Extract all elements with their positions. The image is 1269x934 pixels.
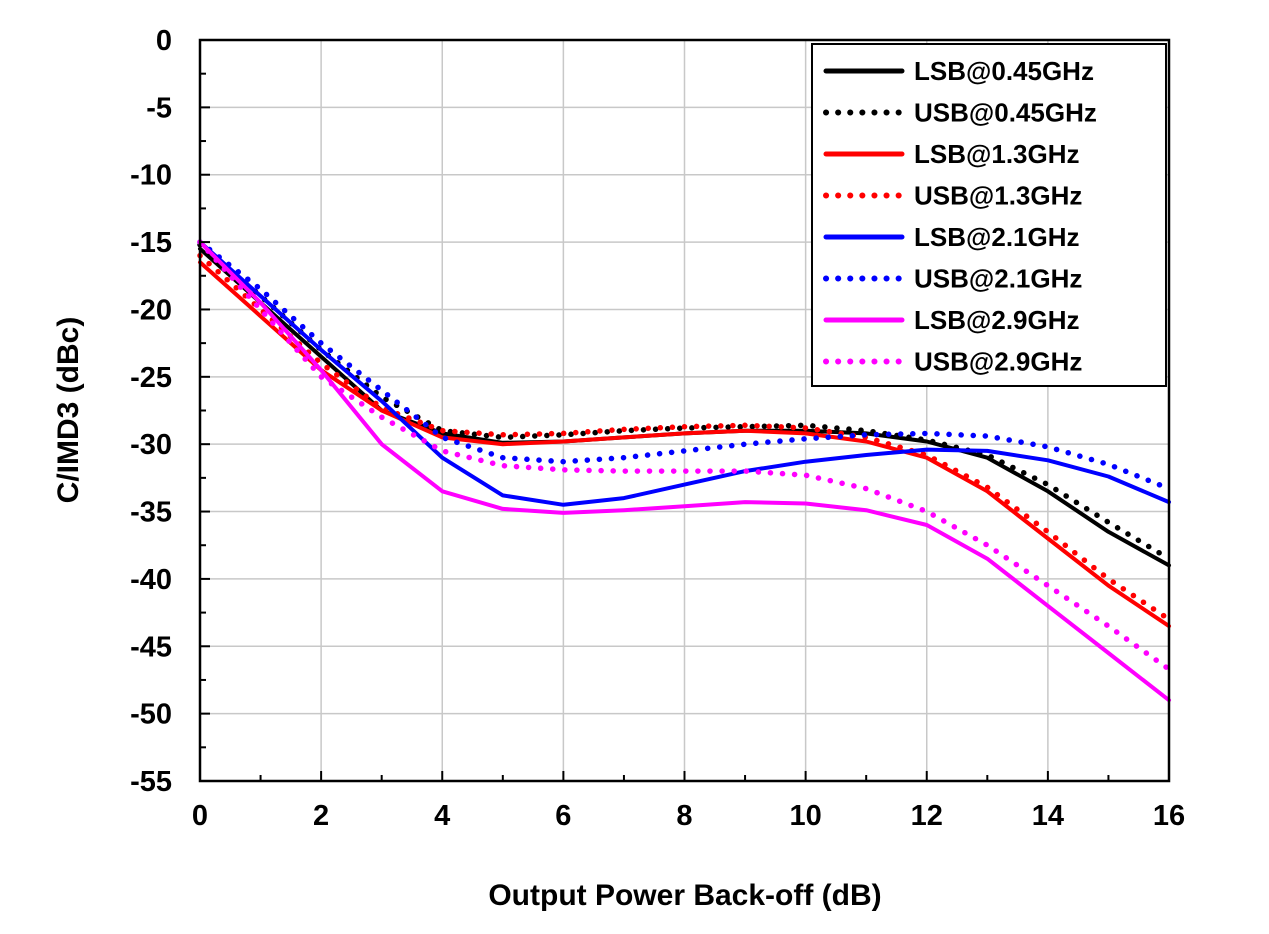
series-line-5 bbox=[197, 239, 1172, 492]
x-tick-label: 12 bbox=[911, 800, 943, 832]
x-tick-label: 6 bbox=[555, 800, 571, 832]
y-tick-label: -25 bbox=[130, 362, 172, 394]
y-tick-label: -10 bbox=[130, 160, 172, 192]
legend-label-5: USB@2.1GHz bbox=[914, 264, 1082, 294]
y-tick-label: -40 bbox=[130, 564, 172, 596]
x-tick-label: 2 bbox=[313, 800, 329, 832]
series-lines bbox=[197, 239, 1172, 703]
series-line-3 bbox=[197, 252, 1172, 623]
series-line-6 bbox=[198, 240, 1171, 703]
y-tick-label: -20 bbox=[130, 294, 172, 326]
y-tick-label: -30 bbox=[130, 429, 172, 461]
x-tick-label: 4 bbox=[434, 800, 450, 832]
legend-label-0: LSB@0.45GHz bbox=[914, 56, 1094, 86]
y-tick-label: -50 bbox=[130, 699, 172, 731]
y-tick-label: -45 bbox=[130, 631, 172, 663]
legend-label-1: USB@0.45GHz bbox=[914, 98, 1097, 128]
y-tick-label: 0 bbox=[156, 25, 172, 57]
series-line-7 bbox=[197, 239, 1172, 672]
x-tick-labels: 0 2 4 6 8 10 12 14 16 bbox=[192, 800, 1185, 832]
y-tick-label: -15 bbox=[130, 227, 172, 259]
legend-label-7: USB@2.9GHz bbox=[914, 347, 1082, 377]
legend-label-2: LSB@1.3GHz bbox=[914, 139, 1080, 169]
legend-label-4: LSB@2.1GHz bbox=[914, 222, 1080, 252]
x-tick-label: 0 bbox=[192, 800, 208, 832]
x-tick-label: 14 bbox=[1032, 800, 1064, 832]
legend-label-6: LSB@2.9GHz bbox=[914, 305, 1080, 335]
x-axis-title: Output Power Back-off (dB) bbox=[488, 879, 881, 912]
legend-label-3: USB@1.3GHz bbox=[914, 181, 1082, 211]
tick-marks bbox=[199, 39, 1170, 782]
x-tick-label: 16 bbox=[1153, 800, 1185, 832]
y-tick-label: -35 bbox=[130, 497, 172, 529]
series-line-4 bbox=[198, 240, 1171, 507]
x-tick-label: 10 bbox=[789, 800, 821, 832]
y-tick-label: -55 bbox=[130, 766, 172, 798]
x-tick-label: 8 bbox=[676, 800, 692, 832]
y-axis-title: C/IMD3 (dBc) bbox=[52, 317, 85, 504]
series-line-2 bbox=[198, 260, 1171, 629]
legend: LSB@0.45GHz USB@0.45GHz LSB@1.3GHz USB@1.3G… bbox=[811, 43, 1167, 387]
y-tick-labels: 0 -5 -10 -15 -20 -25 -30 -35 -40 -45 -50 -55 bbox=[130, 25, 172, 798]
y-tick-label: -5 bbox=[146, 92, 172, 124]
legend-box bbox=[811, 43, 1167, 387]
